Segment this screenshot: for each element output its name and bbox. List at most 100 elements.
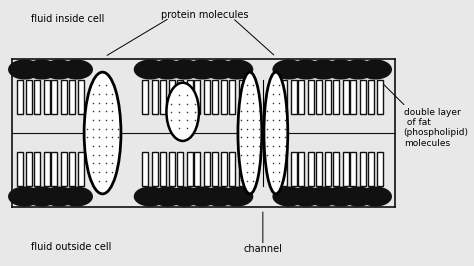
Circle shape	[151, 186, 184, 207]
Ellipse shape	[84, 72, 121, 194]
Circle shape	[26, 186, 58, 207]
Bar	[360, 80, 366, 114]
Circle shape	[220, 59, 253, 80]
Circle shape	[290, 186, 323, 207]
Bar	[204, 152, 210, 186]
Bar	[61, 152, 67, 186]
Circle shape	[324, 186, 357, 207]
Circle shape	[273, 186, 305, 207]
Bar	[377, 152, 383, 186]
Text: protein molecules: protein molecules	[161, 10, 248, 20]
Circle shape	[134, 186, 167, 207]
Text: double layer
 of fat
(phospholipid)
molecules: double layer of fat (phospholipid) molec…	[404, 108, 469, 148]
Bar	[44, 152, 50, 186]
Circle shape	[26, 59, 58, 80]
Bar	[238, 152, 245, 186]
Bar	[152, 80, 158, 114]
Circle shape	[342, 59, 374, 80]
Bar	[78, 152, 84, 186]
Bar	[368, 152, 374, 186]
Bar	[204, 80, 210, 114]
Bar	[308, 80, 314, 114]
Bar	[177, 80, 183, 114]
Bar	[142, 152, 148, 186]
Circle shape	[43, 186, 76, 207]
Bar	[212, 80, 218, 114]
Circle shape	[220, 186, 253, 207]
Circle shape	[273, 59, 305, 80]
Bar	[51, 152, 57, 186]
Bar	[281, 152, 287, 186]
Text: fluid outside cell: fluid outside cell	[31, 242, 111, 252]
Bar	[34, 152, 40, 186]
Bar	[368, 80, 374, 114]
Circle shape	[168, 186, 201, 207]
Bar	[360, 152, 366, 186]
Circle shape	[134, 59, 167, 80]
Bar	[169, 152, 175, 186]
Bar	[152, 152, 158, 186]
Circle shape	[324, 59, 357, 80]
Circle shape	[186, 59, 219, 80]
Bar	[221, 80, 228, 114]
Bar	[177, 152, 183, 186]
Bar	[316, 80, 322, 114]
Circle shape	[307, 186, 340, 207]
Bar	[350, 152, 356, 186]
Circle shape	[8, 59, 41, 80]
Bar	[229, 152, 235, 186]
Bar	[78, 80, 84, 114]
Bar	[212, 152, 218, 186]
Bar	[187, 80, 192, 114]
Bar	[194, 152, 201, 186]
Bar	[61, 80, 67, 114]
Bar	[291, 80, 297, 114]
Circle shape	[151, 59, 184, 80]
Circle shape	[203, 59, 236, 80]
Bar	[17, 152, 23, 186]
Bar	[187, 152, 192, 186]
Bar	[333, 80, 339, 114]
Ellipse shape	[166, 83, 199, 141]
Circle shape	[290, 59, 323, 80]
Bar	[281, 80, 287, 114]
Bar	[69, 152, 75, 186]
Bar	[299, 152, 304, 186]
Ellipse shape	[238, 72, 262, 194]
Bar	[51, 80, 57, 114]
Bar	[169, 80, 175, 114]
Circle shape	[359, 186, 392, 207]
Bar	[69, 80, 75, 114]
Bar	[160, 80, 166, 114]
Text: fluid inside cell: fluid inside cell	[31, 14, 104, 24]
Circle shape	[8, 186, 41, 207]
Bar	[142, 80, 148, 114]
Bar	[17, 80, 23, 114]
Bar	[34, 80, 40, 114]
Bar	[343, 152, 349, 186]
Ellipse shape	[264, 72, 288, 194]
Circle shape	[359, 59, 392, 80]
Circle shape	[203, 186, 236, 207]
Bar	[160, 152, 166, 186]
Bar	[291, 152, 297, 186]
Bar	[377, 80, 383, 114]
Text: channel: channel	[244, 244, 283, 254]
Circle shape	[43, 59, 76, 80]
Bar	[194, 80, 201, 114]
Circle shape	[342, 186, 374, 207]
Circle shape	[60, 186, 93, 207]
Bar	[238, 80, 245, 114]
Bar	[308, 152, 314, 186]
Bar	[316, 152, 322, 186]
Bar	[325, 80, 331, 114]
Circle shape	[186, 186, 219, 207]
Bar	[325, 152, 331, 186]
Bar	[221, 152, 228, 186]
Bar	[44, 80, 50, 114]
Circle shape	[60, 59, 93, 80]
Bar	[350, 80, 356, 114]
Bar	[26, 152, 32, 186]
Circle shape	[168, 59, 201, 80]
Bar	[26, 80, 32, 114]
